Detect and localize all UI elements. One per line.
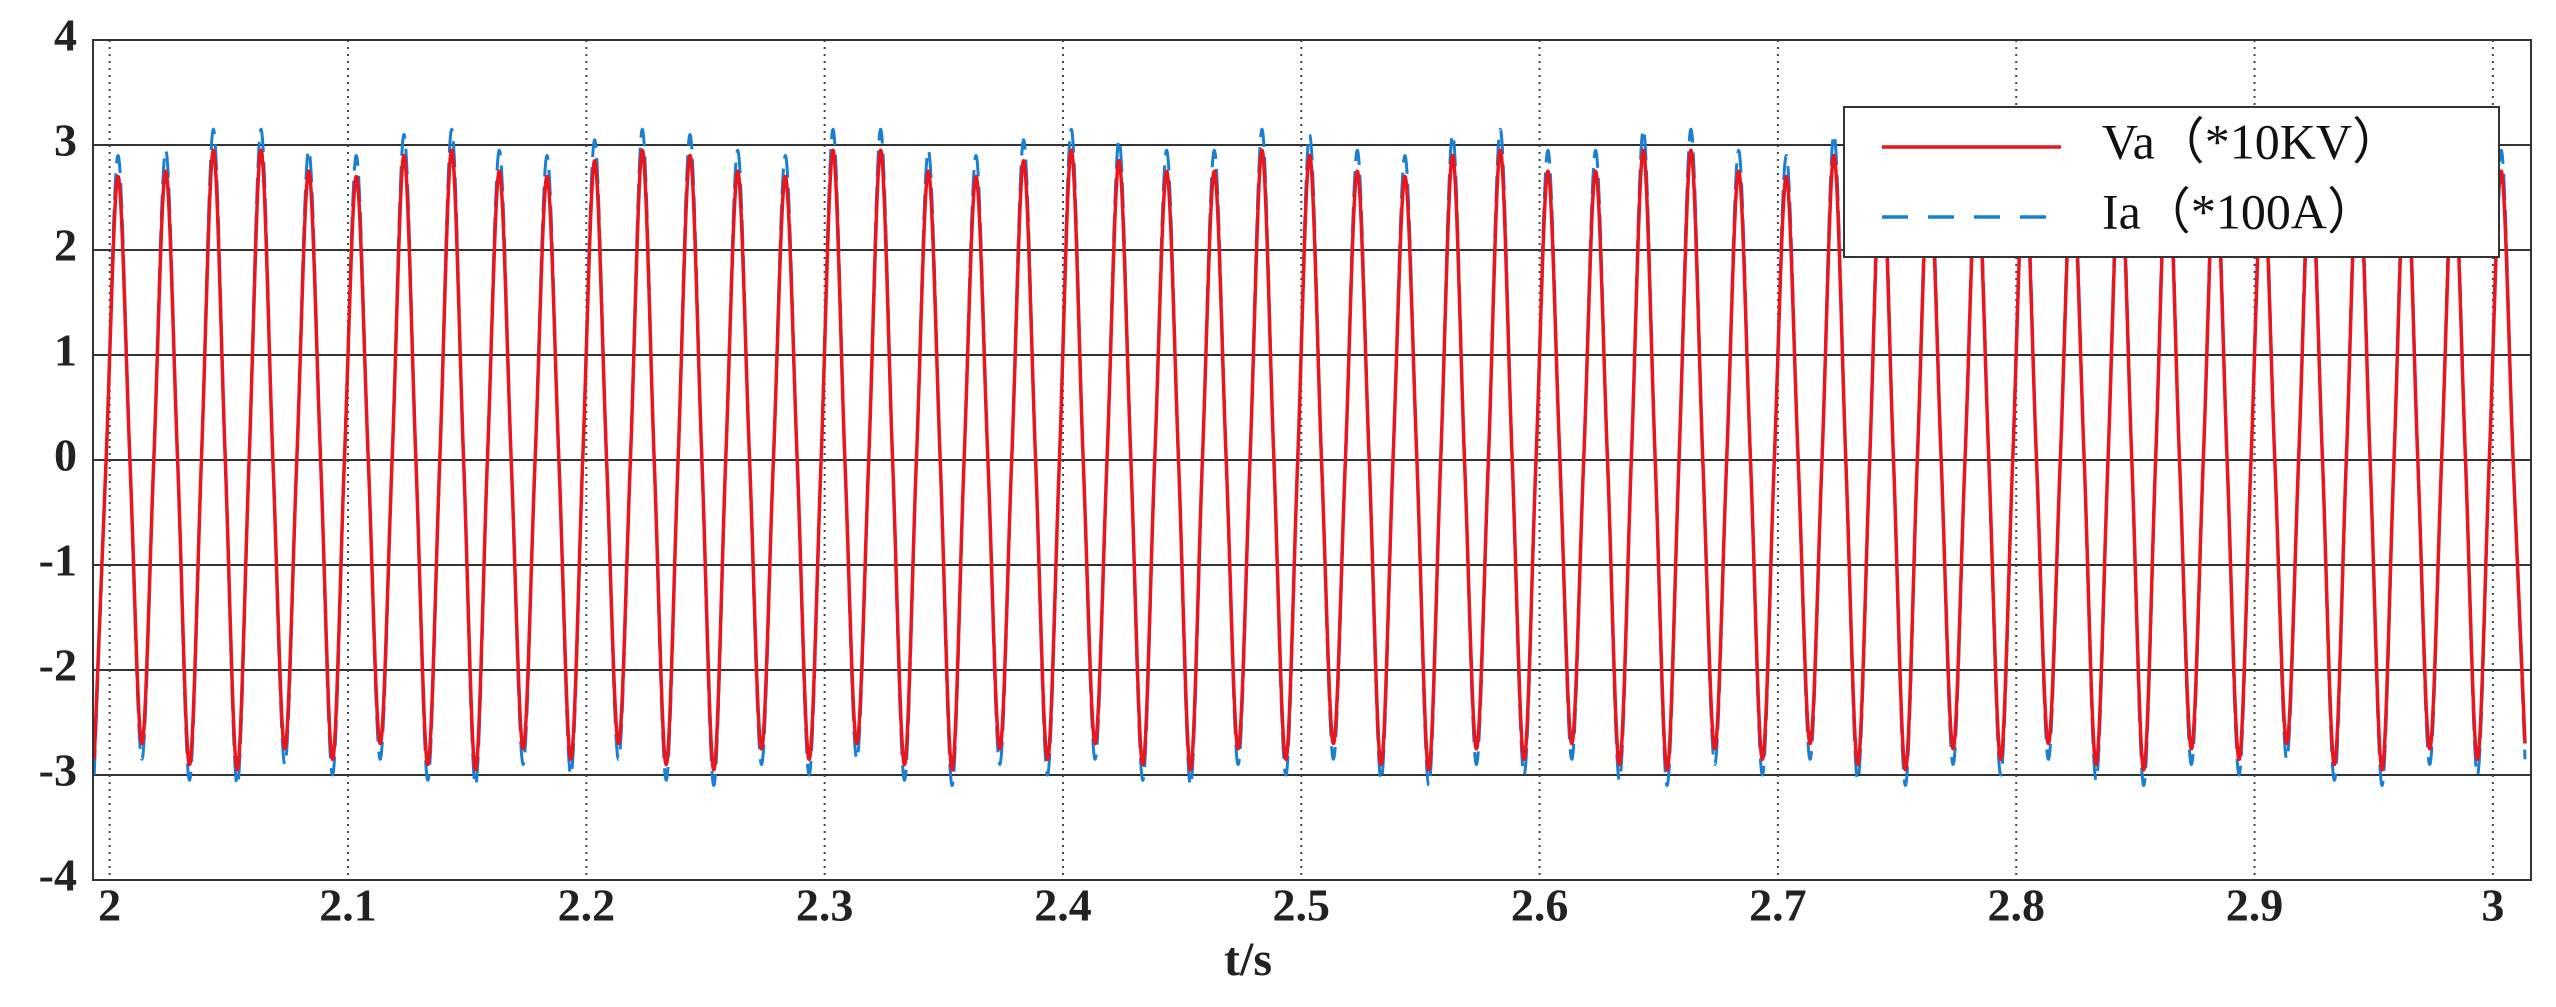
y-tick-label: 1 (54, 325, 77, 376)
y-tick-label: -4 (39, 850, 77, 901)
y-tick-label: 0 (54, 430, 77, 481)
x-tick-label: 2.1 (319, 880, 377, 931)
x-tick-label: 2.7 (1749, 880, 1807, 931)
plot-frame (92, 39, 2532, 881)
y-tick-label: 3 (54, 115, 77, 166)
x-tick-label: 2.8 (1987, 880, 2045, 931)
x-tick-label: 3 (2481, 880, 2504, 931)
x-tick-label: 2.9 (2226, 880, 2284, 931)
y-tick-label: -2 (39, 640, 77, 691)
legend-label: Ia（*100A） (2102, 183, 2377, 239)
x-tick-label: 2.3 (796, 880, 854, 931)
x-axis-label: t/s (1224, 933, 1272, 986)
x-tick-label: 2.4 (1034, 880, 1092, 931)
x-tick-label: 2.5 (1273, 880, 1331, 931)
legend-box (1843, 106, 2500, 258)
legend-label: Va（*10KV） (2102, 113, 2402, 169)
y-tick-label: 2 (54, 220, 77, 271)
x-tick-label: 2 (98, 880, 121, 931)
x-tick-label: 2.2 (558, 880, 616, 931)
y-tick-label: -1 (39, 535, 77, 586)
x-tick-label: 2.6 (1511, 880, 1569, 931)
y-tick-label: -3 (39, 745, 77, 796)
y-tick-label: 4 (54, 10, 77, 61)
